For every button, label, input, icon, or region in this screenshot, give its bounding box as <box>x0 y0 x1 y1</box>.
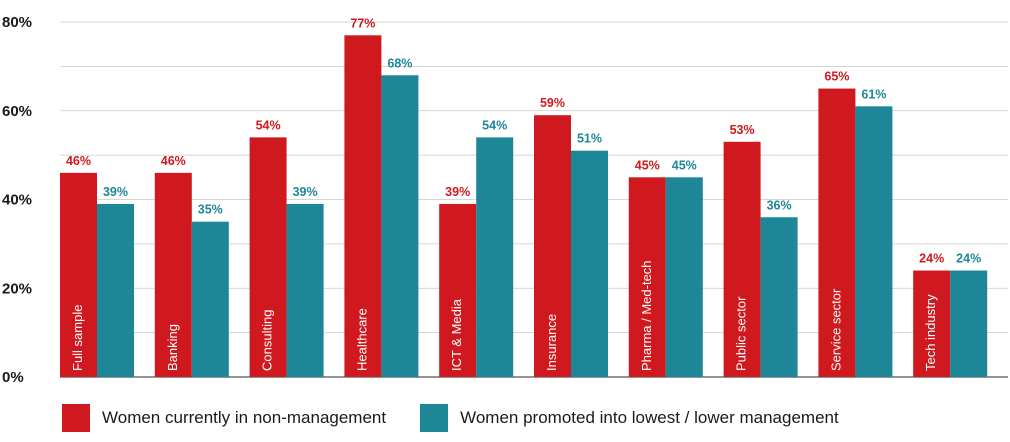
y-tick-label: 80% <box>2 14 32 31</box>
bar-chart: 0% 20% 40% 60% 80% 46% 39% 46% 35% 54% 39% 77% 68% 3… <box>2 14 1008 386</box>
data-label: 39% <box>293 185 318 199</box>
bar <box>628 177 666 377</box>
bar <box>950 270 988 377</box>
data-label: 45% <box>672 158 697 172</box>
legend-swatch-promoted <box>420 404 449 432</box>
bar <box>818 88 856 377</box>
data-label: 54% <box>256 118 281 132</box>
bar <box>344 35 382 377</box>
category-label: Pharma / Med-tech <box>639 260 654 371</box>
bar <box>534 115 571 377</box>
data-label: 24% <box>956 252 981 266</box>
data-label: 39% <box>103 185 128 199</box>
legend-item-promoted: Women promoted into lowest / lower manag… <box>420 404 839 432</box>
data-label: 36% <box>767 198 792 212</box>
bar <box>154 172 192 377</box>
legend-item-non-management: Women currently in non-management <box>62 404 386 432</box>
y-tick-label: 0% <box>2 369 24 386</box>
data-label: 24% <box>919 252 944 266</box>
data-labels: 46% 39% 46% 35% 54% 39% 77% 68% 39% 54% 59% 51% 45% 4… <box>66 16 981 265</box>
category-label: ICT & Media <box>449 298 464 371</box>
category-label: Consulting <box>260 310 275 371</box>
data-label: 65% <box>824 70 849 84</box>
data-label: 46% <box>161 154 186 168</box>
bar <box>249 137 287 377</box>
y-tick-label: 60% <box>2 103 32 120</box>
data-label: 39% <box>445 185 470 199</box>
category-label: Public sector <box>734 296 749 371</box>
bar <box>571 150 608 377</box>
bar <box>476 137 514 377</box>
data-label: 77% <box>350 16 375 30</box>
data-label: 46% <box>66 154 91 168</box>
bar <box>97 203 134 377</box>
legend-swatch-non-management <box>62 404 90 432</box>
category-label: Tech industry <box>923 294 938 371</box>
category-label: Service sector <box>828 288 843 371</box>
data-label: 51% <box>577 132 602 146</box>
bars <box>60 35 988 377</box>
data-label: 61% <box>861 87 886 101</box>
y-axis-tick-labels: 0% 20% 40% 60% 80% <box>2 14 32 386</box>
data-label: 35% <box>198 203 223 217</box>
bar <box>665 177 703 377</box>
bar <box>760 217 798 377</box>
category-labels: Full sample Banking Consulting Healthcare IC… <box>70 260 938 371</box>
data-label: 53% <box>730 123 755 137</box>
bar <box>60 172 97 377</box>
bar <box>381 75 419 377</box>
data-label: 68% <box>387 56 412 70</box>
category-label: Healthcare <box>354 308 369 371</box>
y-tick-label: 40% <box>2 192 32 209</box>
data-label: 45% <box>635 158 660 172</box>
bar <box>913 270 951 377</box>
category-label: Banking <box>165 324 180 371</box>
legend-label-non-management: Women currently in non-management <box>102 408 387 427</box>
data-label: 59% <box>540 96 565 110</box>
bar <box>286 203 324 377</box>
category-label: Full sample <box>70 305 85 371</box>
legend: Women currently in non-management Women … <box>62 404 873 432</box>
data-label: 54% <box>482 118 507 132</box>
bar <box>191 221 229 377</box>
bar <box>439 203 477 377</box>
legend-label-promoted: Women promoted into lowest / lower manag… <box>460 408 839 427</box>
bar <box>723 141 761 377</box>
y-tick-label: 20% <box>2 280 32 297</box>
bar <box>855 106 893 377</box>
category-label: Insurance <box>544 314 559 371</box>
